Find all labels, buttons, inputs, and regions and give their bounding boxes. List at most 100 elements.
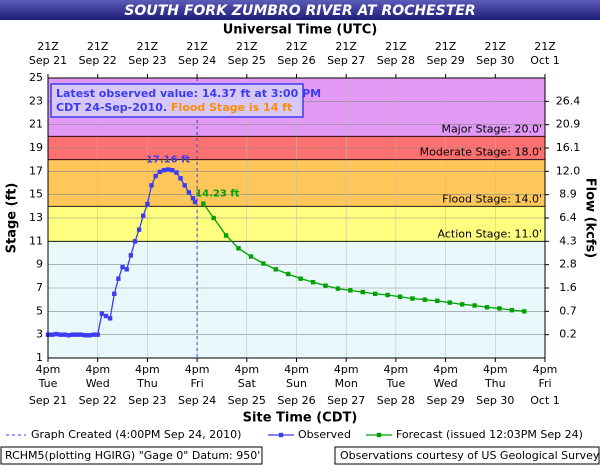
x-tick-weekday: Wed	[86, 377, 110, 390]
legend-marker	[376, 432, 382, 438]
y-tick-label: 13	[29, 211, 43, 224]
point	[192, 199, 198, 205]
top-tick-date: Sep 30	[476, 54, 514, 67]
point	[54, 331, 59, 337]
info-flood: Flood Stage is 14 ft	[171, 101, 292, 114]
x-tick-time: 4pm	[85, 363, 110, 376]
point	[124, 267, 129, 272]
y-tick-label: 11	[29, 234, 43, 247]
y-tick-label: 1	[36, 351, 43, 364]
point	[107, 316, 113, 321]
y-tick-label: 21	[29, 118, 43, 131]
x-tick-weekday: Mon	[335, 377, 358, 390]
point	[141, 213, 146, 218]
x-tick-time: 4pm	[483, 363, 508, 376]
y2-tick-label: 1.6	[559, 281, 577, 294]
x-tick-date: Sep 21	[29, 394, 67, 407]
point	[310, 279, 316, 285]
top-tick-time: 21Z	[236, 40, 258, 53]
top-tick-time: 21Z	[286, 40, 308, 53]
x-tick-date: Sep 22	[79, 394, 117, 407]
x-tick-time: 4pm	[234, 363, 259, 376]
x-tick-date: Sep 25	[228, 394, 266, 407]
point	[298, 276, 303, 281]
y-tick-label: 15	[29, 188, 43, 201]
x-tick-weekday: Fri	[538, 377, 551, 390]
top-tick-date: Sep 22	[79, 54, 117, 67]
x-tick-weekday: Sat	[238, 377, 257, 390]
footer-box	[334, 446, 600, 465]
y-axis-label: Stage (ft)	[5, 183, 20, 254]
footer-left: RCHM5(plotting HGIRG) "Gage 0" Datum: 95…	[5, 449, 260, 462]
top-tick-time: 21Z	[37, 40, 59, 53]
point	[190, 195, 196, 201]
top-tick-date: Sep 21	[29, 54, 67, 67]
point	[360, 289, 365, 295]
title: SOUTH FORK ZUMBRO RIVER AT ROCHESTER	[124, 3, 475, 19]
x-tick-weekday: Fri	[191, 377, 204, 390]
plot-frame	[47, 77, 546, 359]
point	[174, 170, 179, 175]
x-tick-time: 4pm	[284, 363, 309, 376]
point	[472, 303, 477, 308]
point	[95, 332, 100, 337]
point	[372, 291, 378, 297]
y2-tick-label: 4.3	[559, 234, 577, 247]
y-tick-label: 25	[29, 71, 43, 84]
info-line: Latest observed value: 14.37 ft at 3:00 …	[56, 87, 321, 100]
top-tick-time: 21Z	[335, 40, 357, 53]
point	[447, 300, 452, 305]
info-date: CDT 24-Sep-2010.	[56, 101, 167, 114]
y-tick-label: 17	[29, 164, 43, 177]
footer-right: Observations courtesy of US Geological S…	[340, 449, 600, 462]
y-tick-label: 9	[36, 258, 43, 271]
x-tick-weekday: Tue	[386, 377, 406, 390]
x-tick-date: Sep 26	[277, 394, 315, 407]
y2-tick-label: 2.8	[559, 258, 577, 271]
y2-axis-label: Flow (kcfs)	[583, 178, 598, 258]
point	[484, 305, 490, 310]
top-tick-date: Sep 27	[327, 54, 365, 67]
stage-label: Major Stage: 20.0'	[441, 122, 542, 135]
x-tick-date: Oct 1	[530, 394, 560, 407]
top-tick-time: 21Z	[435, 40, 457, 53]
point	[273, 267, 278, 272]
info-line: CDT 24-Sep-2010. Flood Stage is 14 ft	[56, 101, 292, 114]
top-tick-date: Sep 28	[377, 54, 415, 67]
y-tick-label: 19	[29, 141, 43, 154]
top-tick-time: 21Z	[186, 40, 208, 53]
point	[70, 332, 76, 337]
point	[112, 291, 117, 297]
point	[397, 294, 403, 299]
point	[178, 176, 183, 181]
point	[211, 215, 216, 221]
point	[182, 183, 187, 188]
point	[335, 286, 341, 291]
y2-tick-label: 26.4	[556, 94, 581, 107]
point	[410, 296, 415, 301]
point	[509, 307, 515, 313]
x-tick-time: 4pm	[533, 363, 558, 376]
x-tick-date: Sep 24	[178, 394, 216, 407]
x-tick-date: Sep 27	[327, 394, 365, 407]
point	[78, 332, 84, 337]
top-tick-time: 21Z	[385, 40, 407, 53]
point	[62, 332, 67, 337]
stage-label: Flood Stage: 14.0'	[442, 192, 542, 205]
point	[385, 292, 390, 298]
x-tick-time: 4pm	[334, 363, 359, 376]
point	[248, 254, 254, 259]
point	[74, 332, 80, 337]
point	[128, 253, 134, 258]
title-bar	[0, 0, 600, 20]
x-tick-weekday: Wed	[434, 377, 458, 390]
point	[170, 167, 175, 173]
point	[186, 190, 192, 195]
x-tick-weekday: Thu	[484, 377, 506, 390]
value-label: 17.16 ft	[146, 154, 190, 165]
x-tick-time: 4pm	[433, 363, 458, 376]
x-tick-date: Sep 30	[476, 394, 514, 407]
point	[348, 288, 353, 293]
top-tick-date: Sep 25	[228, 54, 266, 67]
point	[459, 302, 465, 307]
